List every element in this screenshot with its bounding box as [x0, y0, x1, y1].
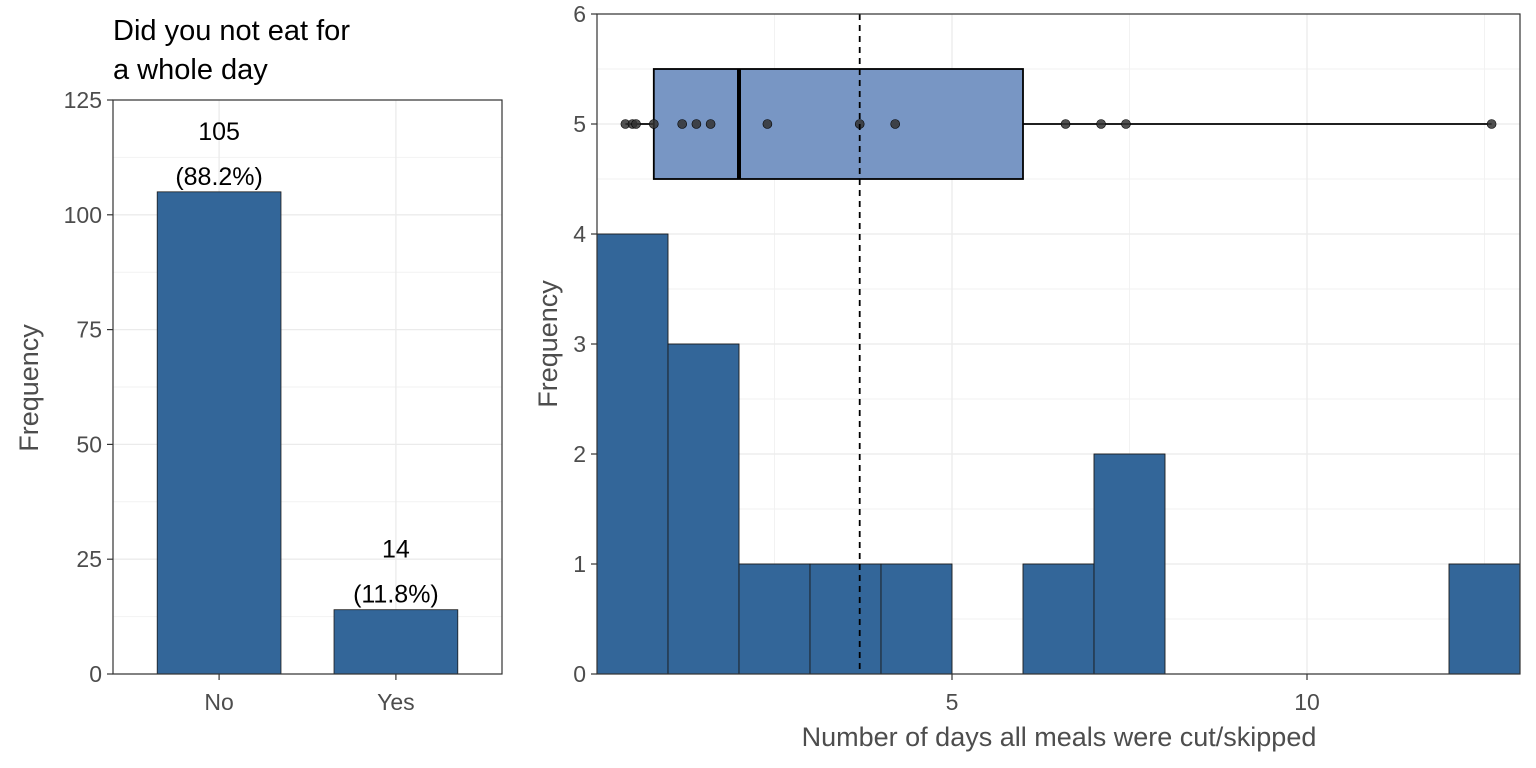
left-x-tick-label: No — [204, 689, 233, 715]
bar-yes — [333, 609, 459, 675]
left-y-tick-label: 0 — [89, 661, 102, 687]
bar-percent-label: (88.2%) — [175, 163, 263, 191]
left-panel-border — [112, 99, 503, 675]
boxplot-data-point — [762, 119, 773, 129]
left-y-axis-title: Frequency — [14, 324, 44, 452]
bar-count-label: 14 — [382, 536, 410, 564]
histogram-bar — [1022, 563, 1095, 675]
boxplot-data-point — [677, 119, 688, 129]
histogram-bar — [1448, 563, 1521, 675]
left-bars: 105 (88.2%) 14 (11.8%) — [156, 118, 459, 675]
right-x-tick-label: 10 — [1294, 689, 1320, 715]
histogram-bar — [667, 343, 740, 675]
right-axis-ticks: 0 1 2 3 4 5 6 5 10 — [573, 1, 1320, 715]
bar-percent-label: (11.8%) — [353, 581, 439, 609]
histogram-bar — [596, 233, 669, 675]
boxplot-data-point — [631, 119, 641, 129]
histogram-bar — [880, 563, 953, 675]
histogram-bar — [1093, 453, 1166, 675]
right-y-tick-label: 5 — [573, 111, 586, 137]
boxplot-box — [652, 68, 1024, 180]
right-y-tick-label: 4 — [573, 221, 586, 247]
chart-title-line-1: Did you not eat for — [113, 15, 350, 47]
boxplot-data-point — [1121, 119, 1131, 129]
right-y-tick-label: 3 — [573, 331, 586, 357]
right-y-axis-title: Frequency — [533, 280, 563, 408]
right-y-tick-label: 0 — [573, 661, 586, 687]
right-y-tick-label: 2 — [573, 441, 586, 467]
boxplot-data-point — [648, 119, 659, 129]
boxplot — [620, 68, 1497, 180]
histogram-panel: Frequency Number of days all meals were … — [533, 1, 1521, 752]
boxplot-data-point — [691, 119, 702, 129]
right-x-axis-title: Number of days all meals were cut/skippe… — [802, 722, 1317, 752]
left-x-tick-label: Yes — [377, 689, 415, 715]
bar-chart-panel: Did you not eat for a whole day Frequenc… — [14, 15, 503, 715]
histogram-bar — [809, 563, 882, 675]
left-y-tick-label: 125 — [64, 87, 102, 113]
boxplot-data-point — [1096, 119, 1106, 129]
bar-no — [156, 191, 282, 675]
bar-count-label: 105 — [198, 118, 240, 146]
left-y-tick-label: 75 — [76, 317, 102, 343]
boxplot-data-point — [890, 119, 901, 129]
boxplot-data-point — [705, 119, 716, 129]
right-x-tick-label: 5 — [946, 689, 959, 715]
histogram-bars — [596, 233, 1521, 675]
left-y-tick-label: 50 — [76, 431, 102, 457]
left-y-tick-label: 100 — [64, 202, 102, 228]
boxplot-data-point — [1486, 119, 1497, 129]
right-y-tick-label: 6 — [573, 1, 586, 27]
left-y-tick-label: 25 — [76, 546, 102, 572]
boxplot-data-point — [1060, 119, 1071, 129]
chart-title-line-2: a whole day — [113, 54, 268, 86]
left-axis-ticks: 0 25 50 75 100 125 No Yes — [64, 87, 415, 715]
histogram-bar — [738, 563, 811, 675]
right-y-tick-label: 1 — [573, 551, 586, 577]
